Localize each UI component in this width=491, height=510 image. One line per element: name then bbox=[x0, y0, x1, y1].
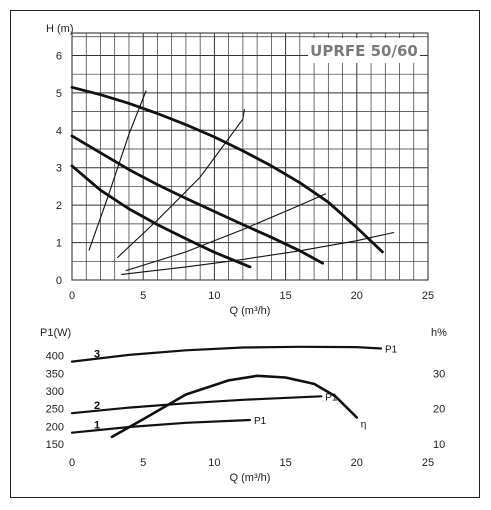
power-curve-label: P1 bbox=[385, 345, 398, 356]
head-curve-line bbox=[70, 134, 324, 265]
x-tick-label: 25 bbox=[422, 290, 434, 302]
head-curve-line bbox=[88, 90, 147, 251]
y2-tick-label: 30 bbox=[433, 368, 445, 380]
head-curve-line bbox=[121, 231, 395, 275]
head-flow-plot-area bbox=[71, 32, 429, 281]
y-tick-label: 2 bbox=[56, 200, 62, 212]
x-tick-label: 20 bbox=[351, 457, 363, 469]
y-tick-label: 150 bbox=[46, 439, 64, 451]
head-flow-grid bbox=[72, 33, 428, 280]
x-tick-label: 5 bbox=[140, 457, 146, 469]
power-curve-line bbox=[70, 345, 383, 363]
chart-frame bbox=[10, 10, 480, 498]
efficiency-curve-label: η bbox=[361, 419, 367, 430]
y2-tick-label: 10 bbox=[433, 439, 445, 451]
speed-label: 3 bbox=[94, 348, 100, 360]
y-tick-label: 300 bbox=[46, 386, 64, 398]
x-axis-label-flow-bottom: Q (m³/h) bbox=[230, 472, 271, 484]
x-tick-label: 25 bbox=[422, 457, 434, 469]
y-tick-label: 3 bbox=[56, 163, 62, 175]
y-tick-label: 250 bbox=[46, 404, 64, 416]
power-curve-line bbox=[70, 395, 323, 415]
head-curve-line bbox=[117, 109, 245, 259]
power-flow-ticks: 0 5 10 15 20 25 150 200 250 300 350 400 10 20 30 bbox=[46, 351, 446, 469]
y-tick-label: 5 bbox=[56, 88, 62, 100]
x-tick-label: 0 bbox=[69, 290, 75, 302]
x-tick-label: 20 bbox=[351, 290, 363, 302]
x-axis-label-flow: Q (m³/h) bbox=[230, 305, 271, 317]
head-curve-line bbox=[70, 85, 384, 254]
y-tick-label: 0 bbox=[56, 275, 62, 287]
power-flow-curve-labels: P1 3 P1 2 P1 1 η bbox=[94, 345, 398, 432]
x-tick-label: 0 bbox=[69, 457, 75, 469]
efficiency-curve-line bbox=[110, 374, 359, 439]
speed-label: 2 bbox=[94, 400, 100, 412]
y-tick-label: 200 bbox=[46, 421, 64, 433]
x-tick-label: 15 bbox=[279, 290, 291, 302]
y-tick-label: 4 bbox=[56, 125, 62, 137]
y2-axis-label-efficiency: h% bbox=[431, 327, 447, 339]
x-tick-label: 5 bbox=[140, 290, 146, 302]
head-flow-chart: 0 5 10 15 20 25 0 1 2 3 4 5 6 UPRFE 50/60 H (m) Q (m… bbox=[46, 23, 434, 317]
head-curve-line bbox=[125, 193, 327, 272]
x-tick-label: 10 bbox=[208, 290, 220, 302]
x-tick-label: 15 bbox=[279, 457, 291, 469]
power-curve-label: P1 bbox=[254, 416, 267, 427]
y-tick-label: 400 bbox=[46, 351, 64, 363]
power-curve-line bbox=[70, 418, 252, 434]
x-tick-label: 10 bbox=[208, 457, 220, 469]
chart-title-background bbox=[308, 38, 420, 63]
head-flow-ticks: 0 5 10 15 20 25 0 1 2 3 4 5 6 bbox=[56, 50, 434, 302]
head-curve-line bbox=[70, 164, 252, 269]
y-axis-label-power: P1(W) bbox=[40, 327, 71, 339]
y2-tick-label: 20 bbox=[433, 404, 445, 416]
speed-label: 1 bbox=[94, 420, 100, 432]
head-flow-series bbox=[70, 85, 395, 275]
power-flow-series bbox=[70, 345, 383, 439]
y-tick-label: 1 bbox=[56, 238, 62, 250]
y-tick-label: 6 bbox=[56, 50, 62, 62]
y-axis-label-head: H (m) bbox=[46, 23, 74, 35]
chart-title: UPRFE 50/60 bbox=[310, 42, 418, 60]
y-tick-label: 350 bbox=[46, 368, 64, 380]
power-curve-label: P1 bbox=[325, 392, 338, 403]
